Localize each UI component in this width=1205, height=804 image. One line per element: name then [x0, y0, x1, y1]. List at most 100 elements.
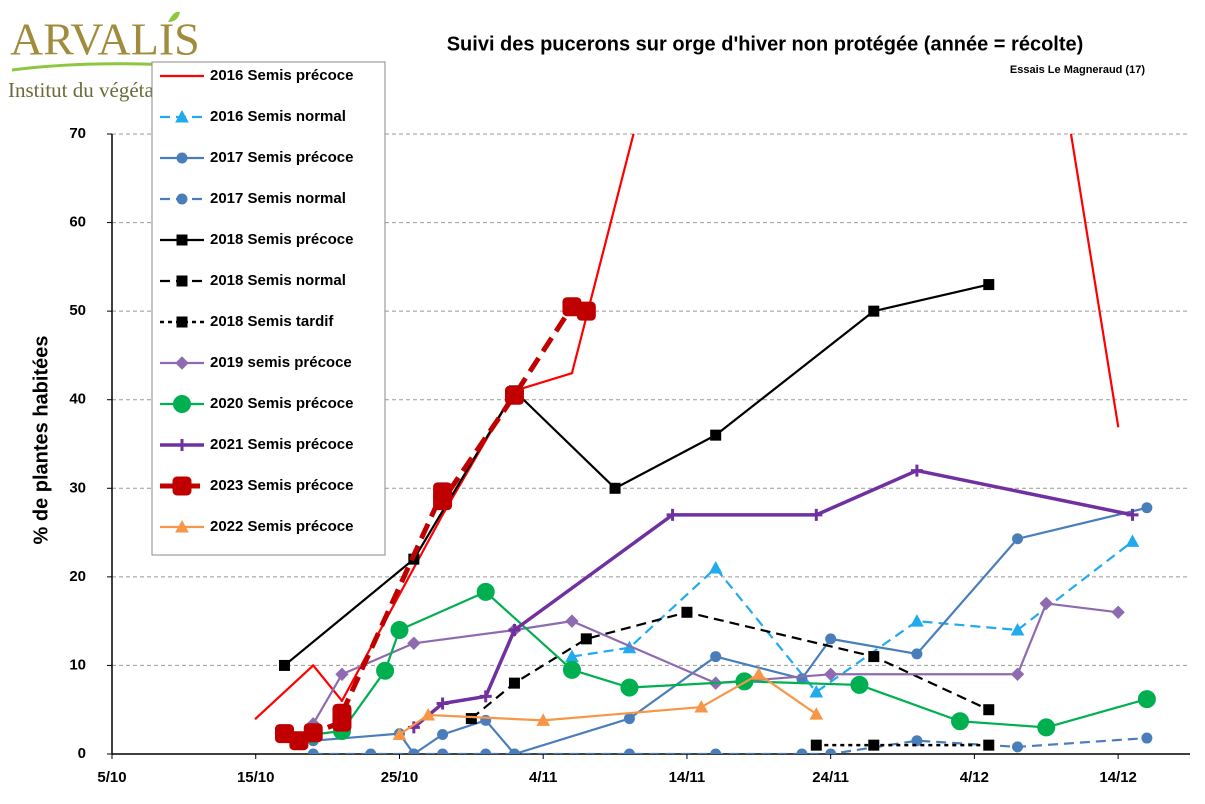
point — [421, 707, 436, 721]
point — [1037, 718, 1056, 737]
point — [825, 633, 837, 645]
point — [623, 748, 635, 754]
y-tick-label: 50 — [69, 302, 86, 319]
point — [1141, 732, 1153, 744]
point — [437, 748, 449, 754]
y-tick-label: 0 — [78, 745, 86, 762]
x-tick-label: 25/10 — [381, 769, 419, 786]
point — [365, 748, 377, 754]
logo-tagline: Institut du végétal — [8, 78, 160, 102]
legend-label: 2020 Semis précoce — [210, 395, 353, 412]
point — [436, 697, 449, 710]
point — [751, 667, 766, 680]
legend-marker — [176, 234, 188, 246]
y-tick-label: 20 — [69, 568, 86, 585]
point — [437, 729, 449, 741]
point — [433, 491, 453, 511]
series-line — [571, 540, 1134, 694]
point — [576, 301, 596, 321]
point — [565, 614, 579, 628]
point — [623, 713, 635, 725]
point — [1116, 425, 1120, 428]
legend-label: 2018 Semis précoce — [210, 231, 353, 248]
legend-label: 2021 Semis précoce — [210, 436, 353, 453]
legend: 2016 Semis précoce 2016 Semis normal 2017 … — [151, 61, 386, 556]
x-tick-label: 15/10 — [237, 769, 275, 786]
point — [332, 703, 352, 723]
legend-label: 2017 Semis précoce — [210, 149, 353, 166]
legend-marker — [172, 476, 192, 496]
point — [408, 748, 420, 754]
point — [254, 717, 257, 720]
point — [1111, 605, 1125, 619]
legend-marker — [173, 395, 191, 413]
legend-marker — [176, 275, 188, 287]
point — [1012, 533, 1024, 545]
point — [710, 429, 722, 441]
point — [278, 659, 290, 671]
point — [536, 713, 551, 726]
legend-label: 2019 semis précoce — [210, 354, 352, 371]
point — [911, 735, 923, 747]
legend-marker — [175, 519, 189, 533]
point — [910, 614, 924, 627]
series-line — [470, 611, 990, 720]
y-tick-label: 10 — [69, 656, 86, 673]
point — [312, 664, 315, 667]
point — [710, 651, 722, 663]
point — [303, 723, 323, 743]
point — [694, 700, 709, 713]
point — [983, 704, 995, 716]
plot-area — [254, 134, 1156, 754]
point — [710, 748, 722, 754]
legend-label: 2023 Semis précoce — [210, 477, 353, 494]
point — [562, 660, 581, 679]
point — [1010, 667, 1025, 681]
point — [810, 508, 823, 521]
legend-label: 2016 Semis normal — [210, 108, 346, 125]
point — [465, 713, 477, 725]
x-tick-label: 14/11 — [669, 769, 706, 786]
legend-label: 2016 Semis précoce — [210, 67, 353, 84]
point — [376, 661, 395, 680]
point — [983, 739, 995, 751]
legend-label: 2018 Semis normal — [210, 272, 346, 289]
legend-marker — [176, 152, 188, 164]
point — [1126, 508, 1139, 521]
point — [508, 624, 521, 636]
point — [809, 684, 824, 698]
point — [407, 636, 421, 650]
point — [479, 690, 492, 703]
point — [609, 482, 621, 494]
point — [910, 464, 923, 477]
point — [335, 667, 349, 681]
legend-label: 2017 Semis normal — [210, 190, 346, 207]
chart-subtitle: Essais Le Magneraud (17) — [1010, 64, 1145, 76]
point — [392, 727, 407, 741]
legend-label: 2022 Semis précoce — [210, 518, 353, 535]
point — [868, 739, 880, 751]
legend-marker — [175, 356, 189, 370]
point — [951, 712, 970, 731]
point — [1125, 534, 1140, 547]
legend-marker — [176, 193, 188, 205]
point — [390, 621, 409, 639]
legend-box — [151, 61, 386, 556]
point — [809, 707, 824, 720]
point — [480, 748, 492, 754]
point — [340, 699, 344, 703]
point — [850, 675, 869, 694]
point — [307, 748, 319, 754]
point — [681, 606, 693, 618]
point — [1010, 622, 1025, 636]
legend-marker — [176, 439, 188, 451]
logo-name: ARVALIS — [10, 14, 200, 65]
point — [508, 748, 520, 754]
point — [476, 582, 495, 601]
point — [810, 739, 822, 751]
logo: ARVALIS Institut du végétal — [8, 11, 200, 102]
point — [504, 385, 524, 405]
point — [825, 748, 837, 754]
point — [570, 371, 574, 375]
